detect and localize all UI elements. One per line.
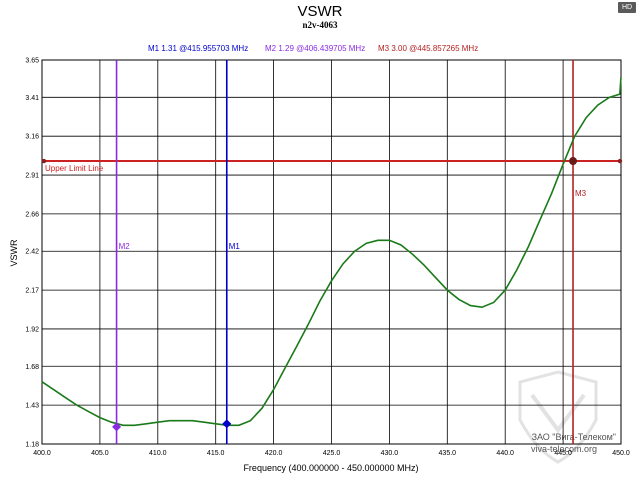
y-tick-label: 1.43	[25, 403, 39, 410]
x-axis-label: Frequency (400.000000 - 450.000000 MHz)	[243, 463, 418, 473]
marker-point-m1[interactable]	[222, 419, 232, 429]
limit-line-end	[41, 158, 47, 164]
legend-entry-m3: M3 3.00 @445.857265 MHz	[378, 44, 478, 53]
marker-point-m3[interactable]	[569, 157, 578, 166]
marker-label-m2: M2	[119, 242, 131, 251]
grid-lines	[41, 59, 622, 445]
watermark-site: viva-telecom.org	[531, 444, 597, 454]
x-tick-labels: 400.0 405.0 410.0 415.0 420.0 425.0 430.0 435.0…	[33, 450, 630, 457]
chart-title: VSWR	[298, 3, 343, 20]
y-tick-label: 2.66	[25, 211, 39, 218]
x-tick-label: 415.0	[207, 450, 225, 457]
y-tick-label: 3.41	[25, 95, 39, 102]
limit-line-end	[617, 158, 623, 164]
watermark-logo	[518, 370, 598, 464]
x-tick-label: 435.0	[439, 450, 457, 457]
x-tick-label: 405.0	[91, 450, 109, 457]
y-axis-label: VSWR	[9, 239, 19, 267]
x-tick-label: 445.0	[554, 450, 572, 457]
y-tick-label: 2.42	[25, 249, 39, 256]
x-tick-label: 450.0	[612, 450, 630, 457]
x-tick-label: 425.0	[323, 450, 341, 457]
y-tick-label: 1.68	[25, 364, 39, 371]
x-tick-label: 430.0	[381, 450, 399, 457]
marker-legend: M1 1.31 @415.955703 MHz M2 1.29 @406.4397…	[148, 44, 478, 53]
y-tick-label: 1.92	[25, 326, 39, 333]
legend-entry-m1: M1 1.31 @415.955703 MHz	[148, 44, 248, 53]
x-tick-label: 440.0	[496, 450, 514, 457]
limit-line-label: Upper Limit Line	[45, 164, 104, 173]
x-tick-label: 420.0	[265, 450, 283, 457]
x-tick-label: 400.0	[33, 450, 51, 457]
x-tick-label: 410.0	[149, 450, 167, 457]
legend-entry-m2: M2 1.29 @406.439705 MHz	[265, 44, 365, 53]
y-tick-label: 3.16	[25, 134, 39, 141]
y-tick-labels: 1.18 1.43 1.68 1.92 2.17 2.42 2.66 2.91 3.16 3.41…	[25, 58, 39, 449]
marker-label-m3: M3	[575, 189, 587, 198]
vswr-series-line	[41, 77, 622, 427]
y-tick-label: 1.18	[25, 442, 39, 449]
marker-point-m2[interactable]	[112, 422, 122, 432]
upper-limit-line: Upper Limit Line	[41, 158, 623, 173]
hd-badge[interactable]: HD	[618, 2, 636, 13]
marker-lines: M1 M2 M3	[115, 60, 587, 444]
y-tick-label: 2.91	[25, 173, 39, 180]
y-tick-label: 3.65	[25, 58, 39, 65]
marker-label-m1: M1	[229, 242, 241, 251]
chart-subtitle: n2v-4063	[302, 20, 338, 30]
marker-points	[112, 157, 578, 432]
y-tick-label: 2.17	[25, 288, 39, 295]
